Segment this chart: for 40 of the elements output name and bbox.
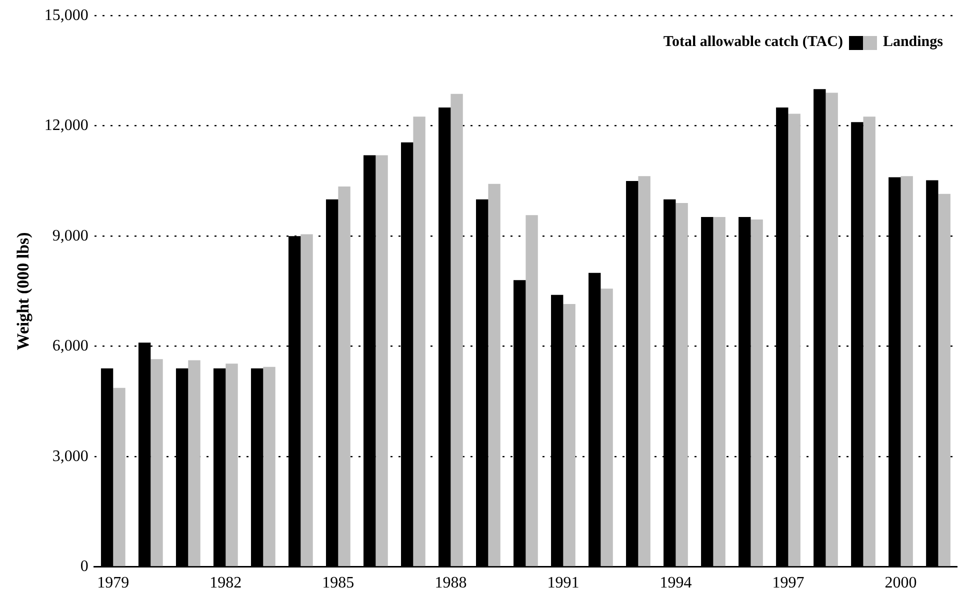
x-tick-label: 1979 [97, 574, 130, 592]
x-tick-label: 2000 [884, 574, 917, 592]
x-tick-label: 1991 [547, 574, 580, 592]
bar [713, 216, 726, 566]
y-tick-label: 12,000 [44, 117, 88, 134]
x-tick-label: 1985 [322, 574, 354, 592]
legend-label: Landings [882, 34, 943, 51]
y-tick-label: 6,000 [52, 338, 88, 355]
bar [788, 114, 800, 566]
x-tick-label: 1988 [434, 574, 467, 592]
bar [488, 184, 500, 566]
bar [750, 220, 763, 566]
bar [413, 116, 426, 566]
y-tick-label: 9,000 [52, 227, 88, 244]
bar [376, 155, 388, 566]
bar [938, 194, 950, 566]
bar [150, 359, 163, 566]
text: Total allowable catch (TAC) [663, 34, 843, 51]
bar [563, 304, 576, 566]
bar [826, 92, 838, 566]
bar [338, 186, 350, 566]
bar [526, 215, 538, 566]
bar [900, 176, 913, 566]
bar [300, 234, 313, 566]
x-tick-label: 1997 [772, 574, 804, 592]
y-tick-label: 0 [80, 558, 88, 576]
bar [113, 388, 126, 566]
bar [676, 203, 688, 566]
y-tick-label: 3,000 [52, 448, 88, 465]
bar [263, 366, 276, 566]
bar [188, 360, 200, 566]
bar [863, 116, 876, 566]
bar [600, 288, 613, 566]
bar [450, 94, 463, 566]
y-tick-label: 15,000 [44, 6, 88, 24]
x-tick-label: 1982 [210, 574, 242, 592]
x-tick-label: 1994 [660, 574, 692, 592]
bar [226, 364, 238, 566]
y-axis-title: Weight (000 lbs) [14, 232, 33, 350]
bar [638, 176, 650, 566]
